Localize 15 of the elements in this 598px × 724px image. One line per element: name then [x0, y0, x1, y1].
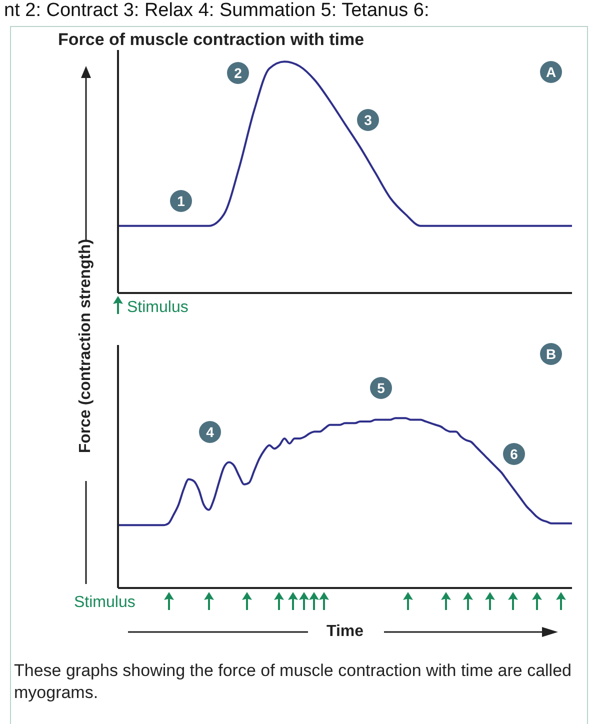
- x-axis-title: Time: [326, 623, 364, 641]
- text: 5: [370, 377, 392, 399]
- annotation: 6: [503, 443, 525, 465]
- text: nt 2: Contract 3: Relax 4: Summation 5: Tetanus 6:: [4, 0, 430, 22]
- annotation: 3: [357, 109, 379, 131]
- annotation: 2: [227, 62, 249, 84]
- annotation: A: [540, 61, 562, 83]
- text: Stimulus: [127, 299, 188, 317]
- y-axis-title: Force (contraction strength): [77, 238, 95, 454]
- text: B: [540, 343, 562, 365]
- text: Stimulus: [74, 594, 136, 612]
- annotation: 4: [199, 421, 221, 443]
- chart-title: Force of muscle contraction with time: [58, 30, 364, 50]
- text: These graphs showing the force of muscle contraction with time are called myograms.: [14, 660, 572, 704]
- annotation: 1: [170, 190, 192, 212]
